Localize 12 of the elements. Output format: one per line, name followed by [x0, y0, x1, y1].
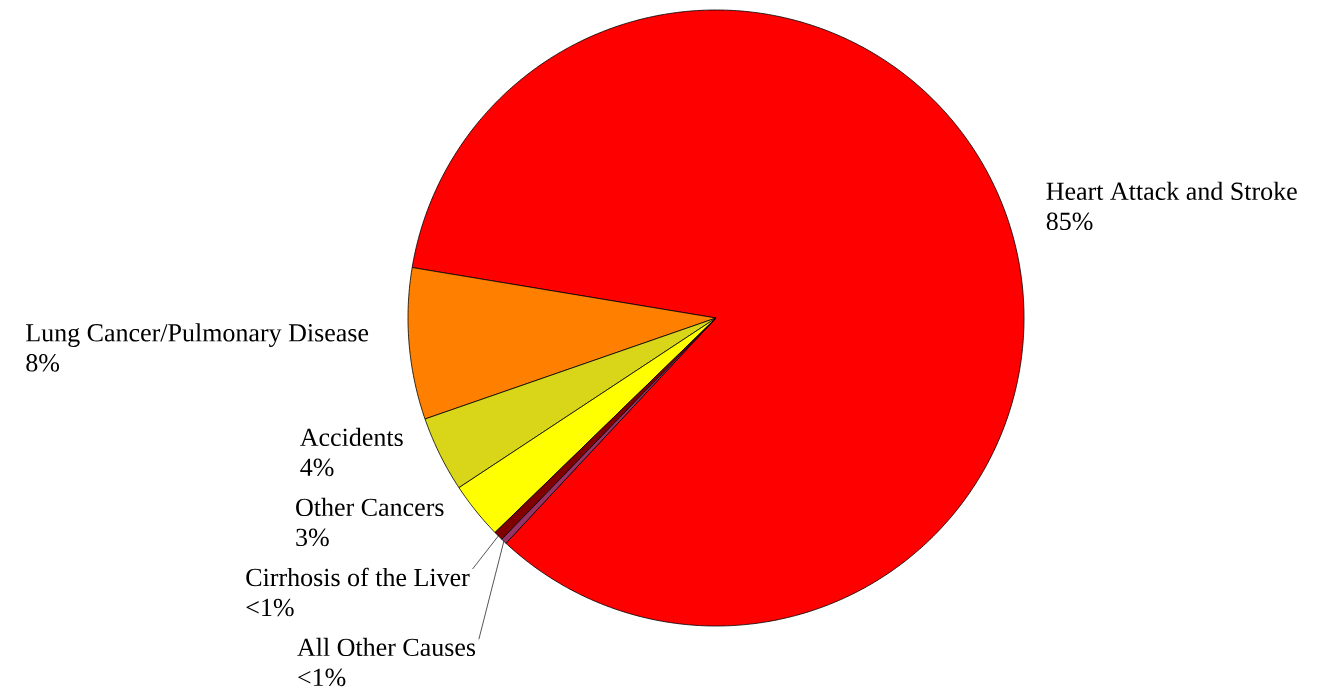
slice-label: Heart Attack and Stroke — [1046, 181, 1297, 201]
data-label: 8% — [26, 354, 60, 372]
data-label: <1% — [298, 668, 346, 687]
data-label: 85% — [1046, 212, 1093, 231]
data-label: <1% — [246, 598, 294, 617]
slice-label: Other Cancers — [296, 497, 444, 517]
slice-label: All Other Causes — [297, 637, 476, 657]
slice-label: Lung Cancer/Pulmonary Disease — [26, 323, 369, 347]
data-label: 4% — [300, 458, 334, 477]
slice-label: Cirrhosis of the Liver — [246, 567, 470, 587]
data-label: 3% — [296, 528, 329, 547]
slice-label: Accidents — [300, 427, 403, 447]
